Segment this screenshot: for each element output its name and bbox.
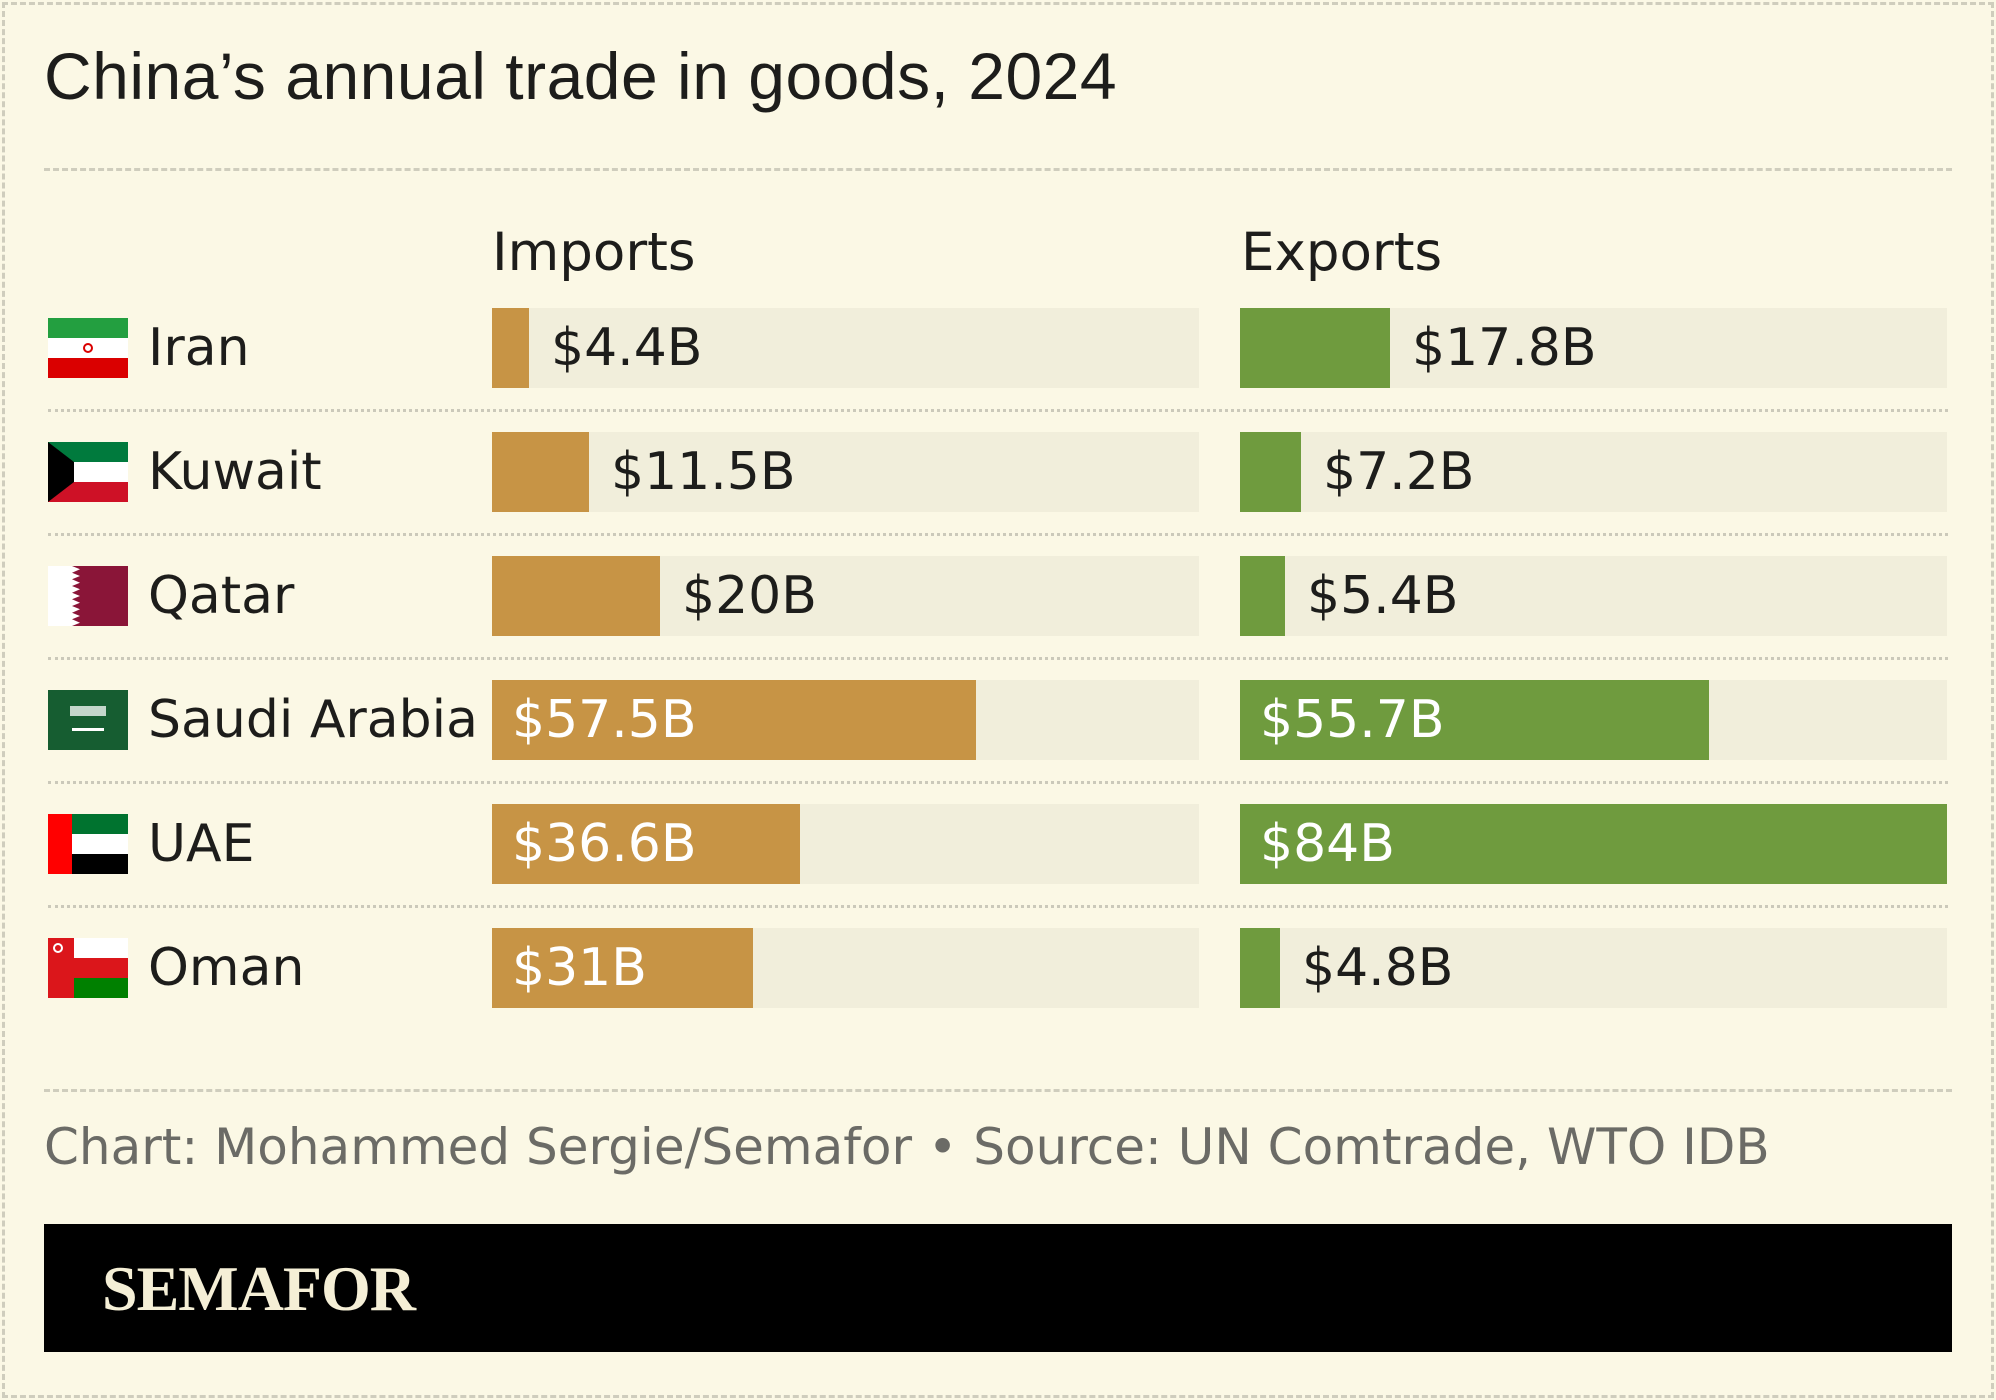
country-label: Saudi Arabia [148,690,478,750]
imports-value-label: $4.4B [551,318,703,378]
exports-bar [1240,556,1285,636]
exports-value-label: $5.4B [1307,566,1459,626]
exports-bar [1240,928,1280,1008]
exports-bar [1240,432,1301,512]
imports-track: $31B [492,928,1199,1008]
kuwait-flag-icon [48,442,128,502]
row-separator [48,409,1948,412]
chart-title: China’s annual trade in goods, 2024 [44,39,1118,113]
exports-bar [1240,680,1709,760]
row-separator [48,781,1948,784]
exports-value-label: $55.7B [1260,690,1445,750]
exports-value-label: $17.8B [1412,318,1597,378]
imports-bar [492,928,753,1008]
exports-track: $55.7B [1240,680,1947,760]
exports-track: $84B [1240,804,1947,884]
row-separator [48,905,1948,908]
imports-value-label: $36.6B [512,814,697,874]
exports-header: Exports [1241,222,1443,283]
imports-track: $11.5B [492,432,1199,512]
row-separator [48,657,1948,660]
exports-track: $7.2B [1240,432,1947,512]
exports-value-label: $4.8B [1302,938,1454,998]
imports-bar [492,804,800,884]
semafor-logo: SEMAFOR [102,1253,416,1324]
imports-header: Imports [492,222,696,283]
imports-track: $20B [492,556,1199,636]
country-label: Iran [148,318,250,378]
country-label: UAE [148,814,255,874]
exports-bar [1240,804,1947,884]
exports-value-label: $7.2B [1323,442,1475,502]
imports-track: $57.5B [492,680,1199,760]
imports-value-label: $11.5B [611,442,796,502]
imports-value-label: $20B [682,566,817,626]
imports-track: $36.6B [492,804,1199,884]
bottom-divider [44,1089,1952,1092]
top-divider [44,168,1952,171]
iran-flag-icon [48,318,128,378]
country-label: Qatar [148,566,295,626]
qatar-flag-icon [48,566,128,626]
oman-flag-icon [48,938,128,998]
exports-track: $4.8B [1240,928,1947,1008]
imports-track: $4.4B [492,308,1199,388]
country-label: Oman [148,938,305,998]
exports-bar [1240,308,1390,388]
saudi-arabia-flag-icon [48,690,128,750]
country-label: Kuwait [148,442,322,502]
imports-bar [492,432,589,512]
imports-value-label: $57.5B [512,690,697,750]
exports-track: $17.8B [1240,308,1947,388]
source-note: Chart: Mohammed Sergie/Semafor • Source:… [44,1118,1770,1176]
imports-bar [492,680,976,760]
exports-track: $5.4B [1240,556,1947,636]
exports-value-label: $84B [1260,814,1395,874]
imports-bar [492,556,660,636]
imports-value-label: $31B [512,938,647,998]
footer-bar: SEMAFOR [44,1224,1952,1352]
imports-bar [492,308,529,388]
uae-flag-icon [48,814,128,874]
row-separator [48,533,1948,536]
